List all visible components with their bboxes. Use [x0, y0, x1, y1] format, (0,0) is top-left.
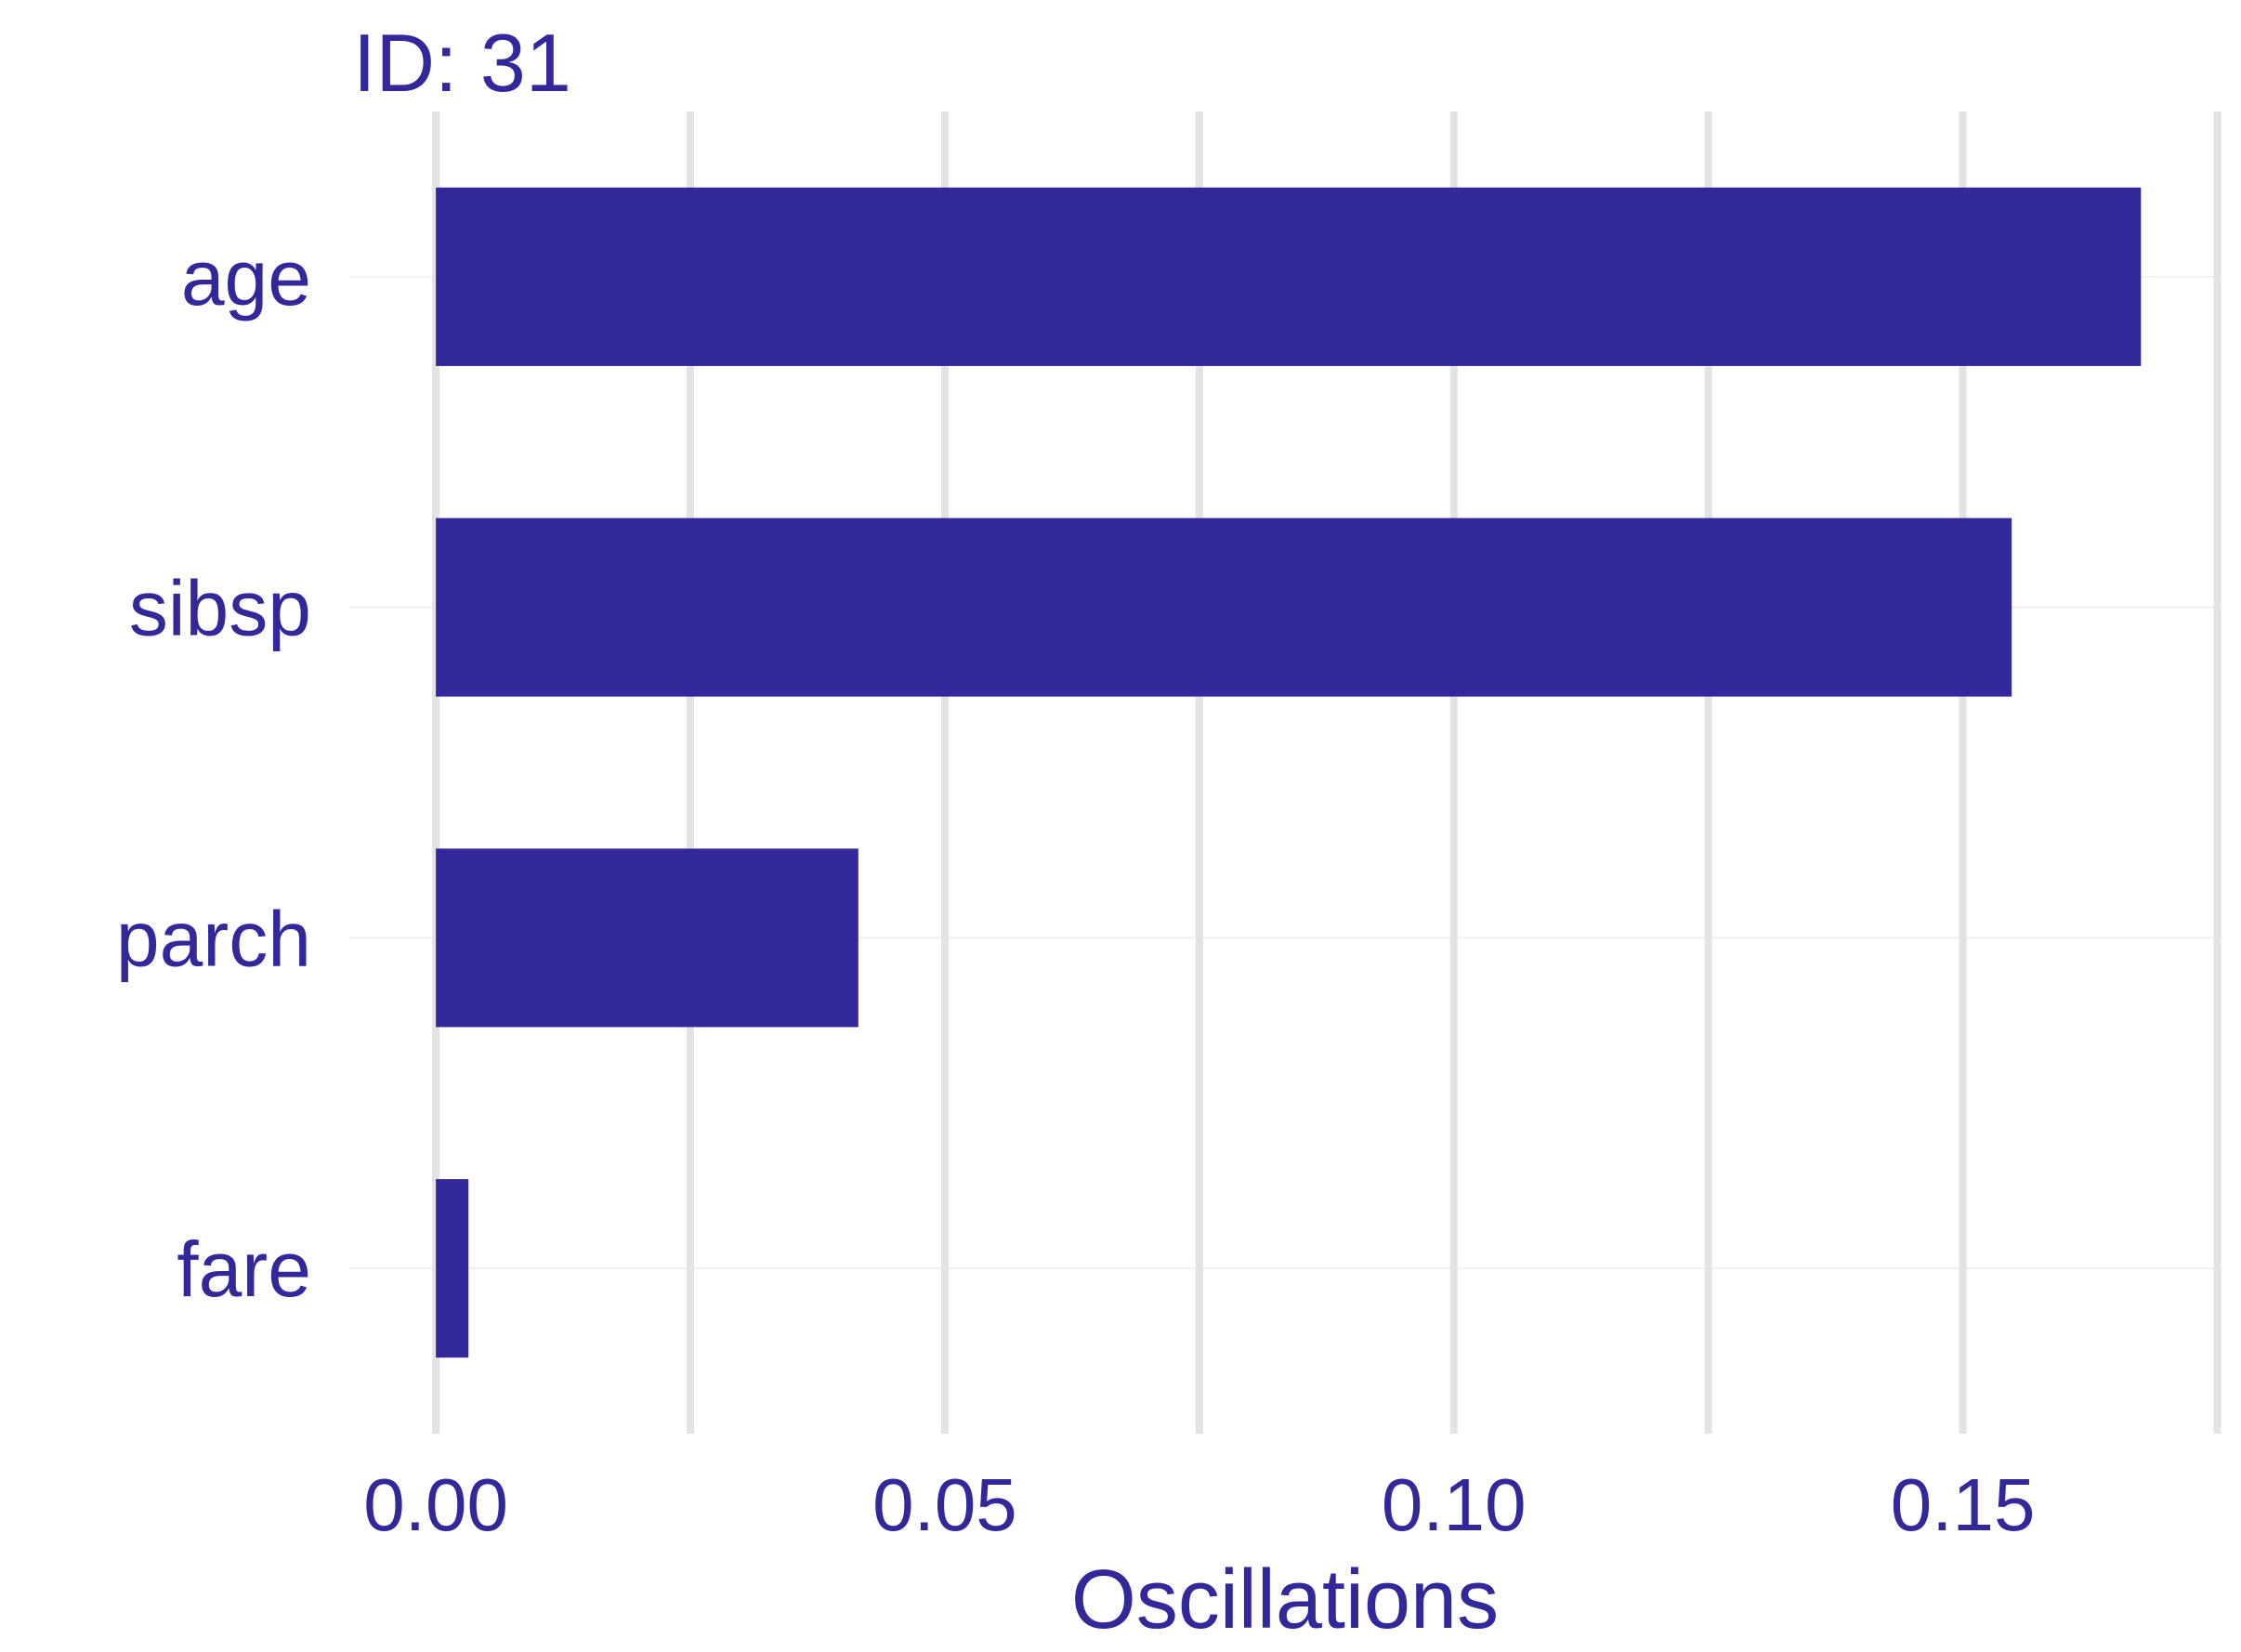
y-tick-label-age: age: [181, 234, 311, 321]
x-tick-label-1: 0.05: [872, 1463, 1017, 1546]
x-tick-label-2: 0.10: [1382, 1463, 1527, 1546]
bar-parch: [436, 848, 858, 1028]
x-tick-label-3: 0.15: [1891, 1463, 2036, 1546]
bar-age: [436, 187, 2142, 366]
chart-title: ID: 31: [353, 17, 571, 109]
x-axis-tick-labels: 0.00 0.05 0.10 0.15: [363, 1463, 2035, 1546]
bar-sibsp: [436, 518, 2012, 697]
bar-fare: [436, 1179, 469, 1358]
y-tick-label-fare: fare: [177, 1226, 311, 1313]
bars: [436, 187, 2142, 1358]
x-tick-label-0: 0.00: [363, 1463, 508, 1546]
x-axis-title: Oscillations: [1071, 1554, 1499, 1646]
y-axis-tick-labels: age sibsp parch fare: [116, 234, 311, 1313]
y-tick-label-parch: parch: [116, 895, 311, 982]
y-tick-label-sibsp: sibsp: [129, 565, 311, 652]
